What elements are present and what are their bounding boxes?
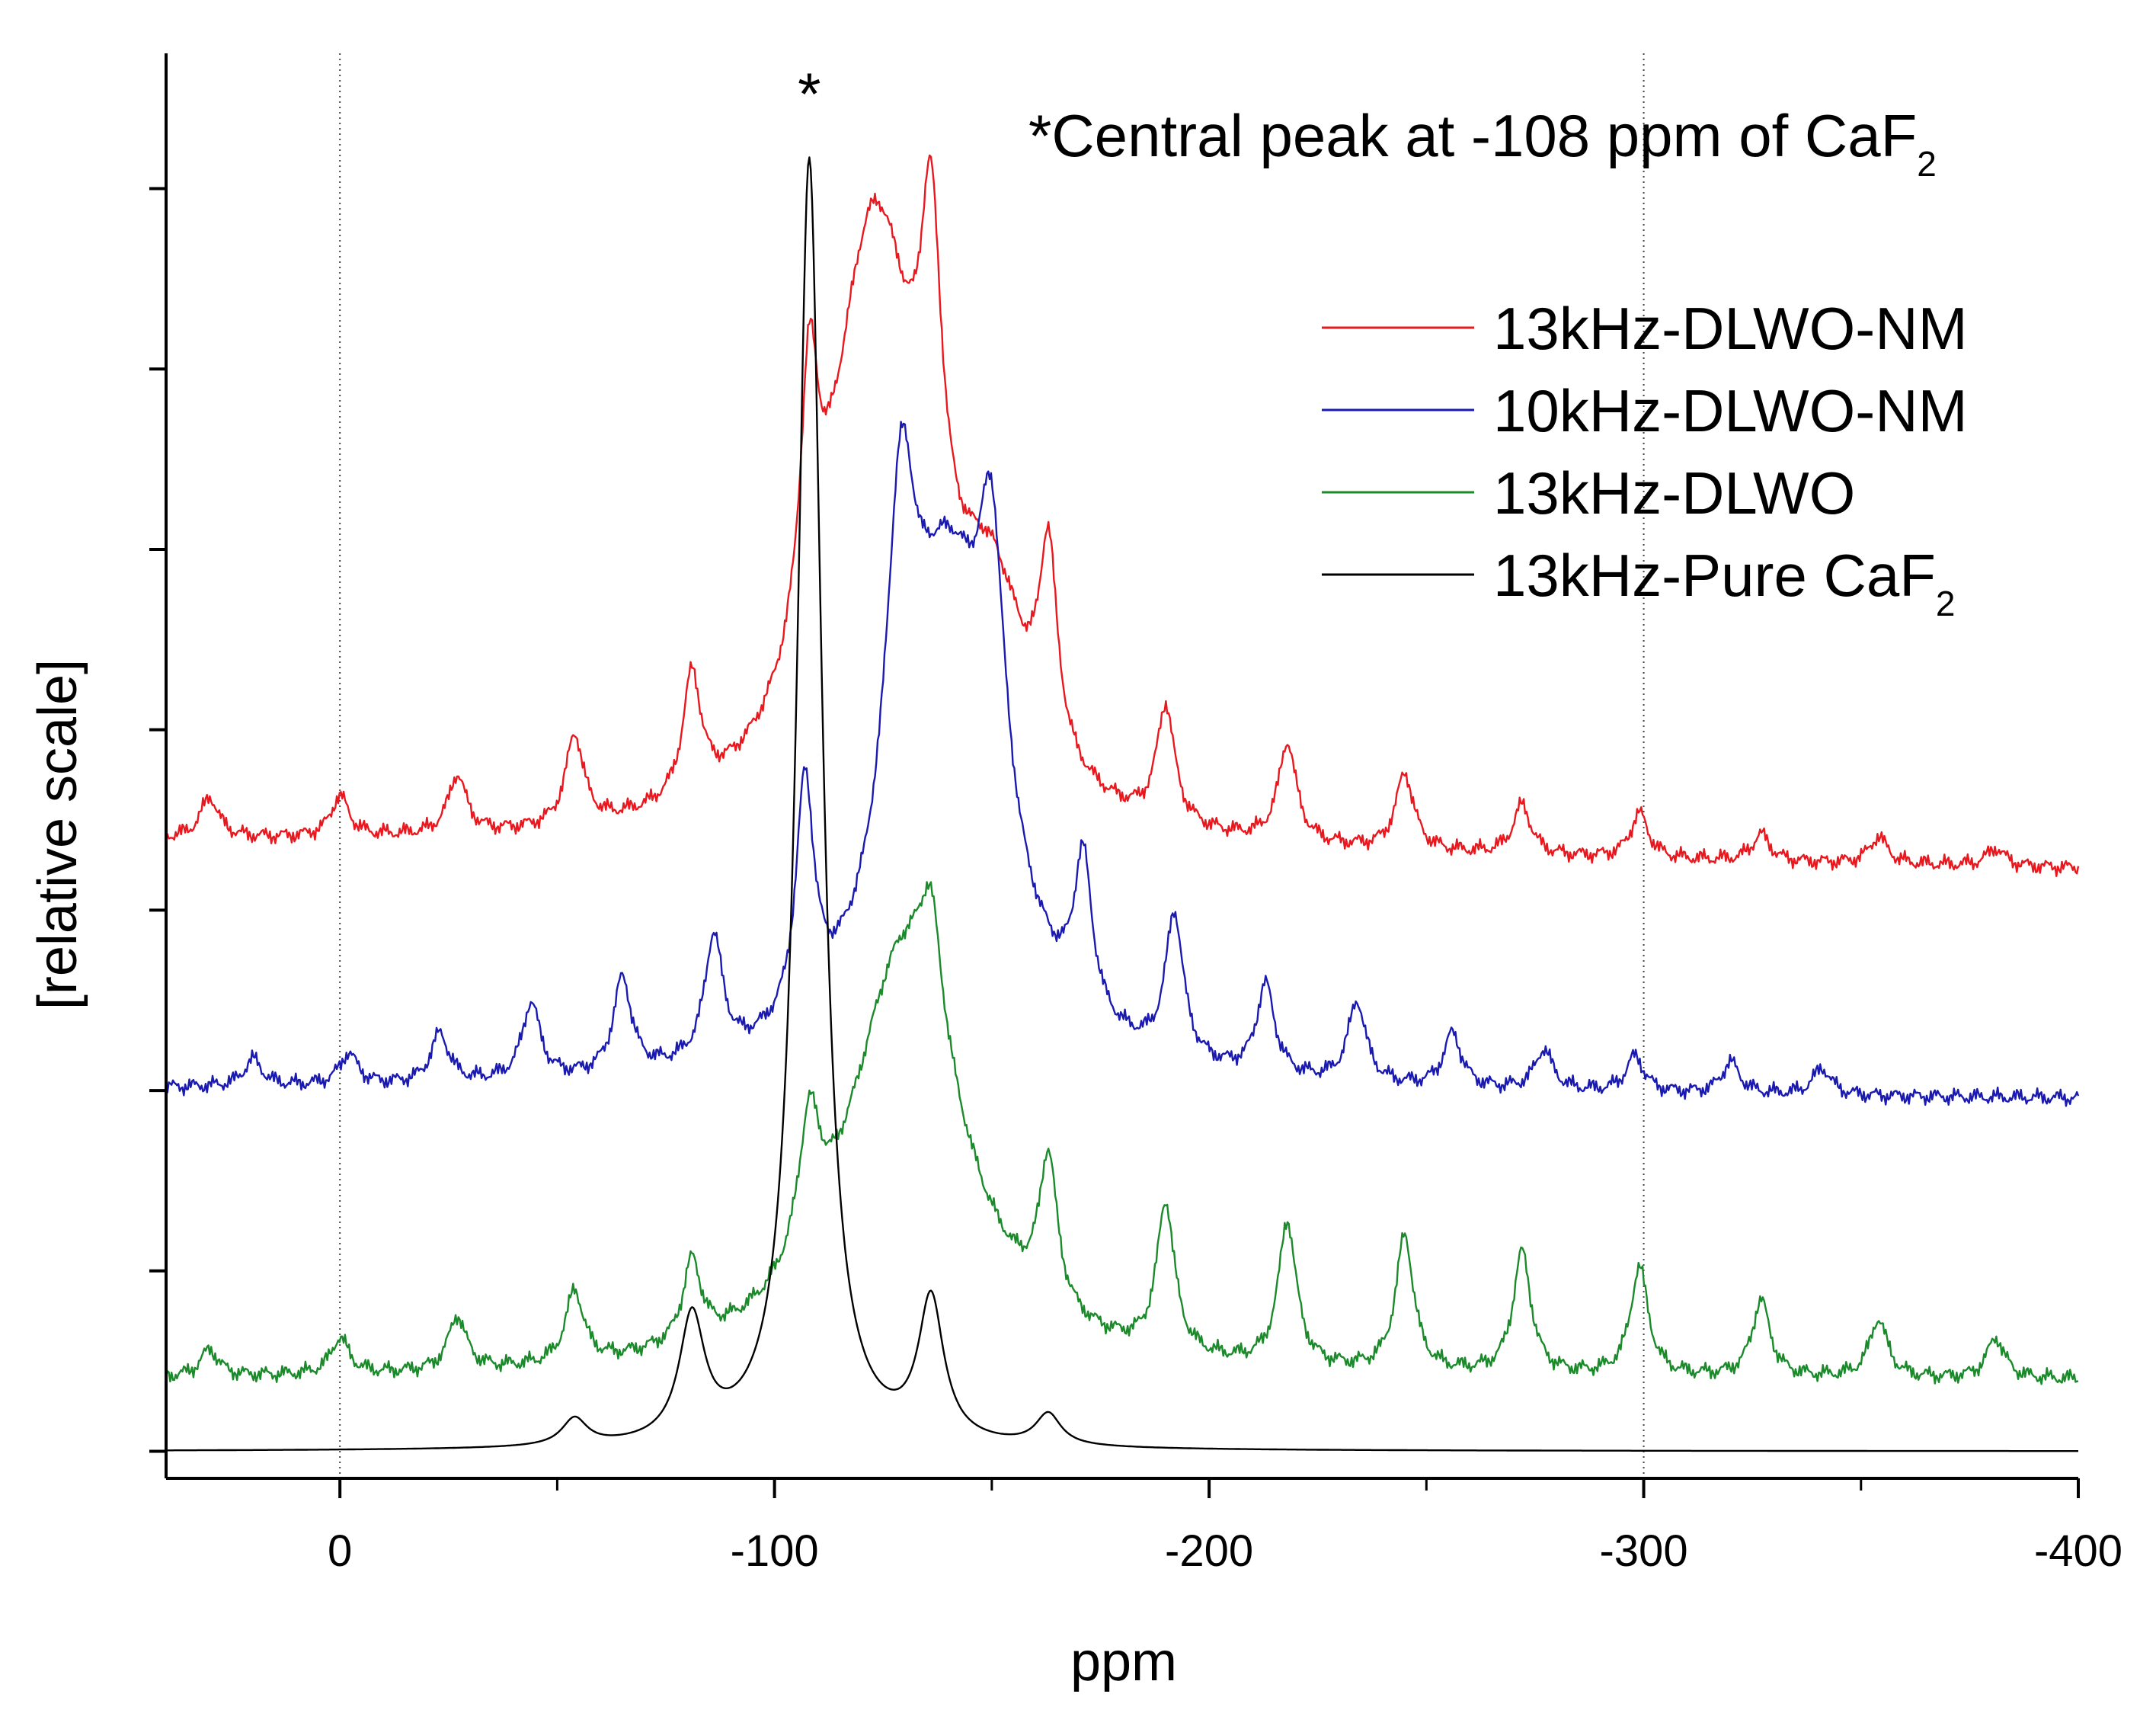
- axes: 0 -100 -200 -300 -400: [149, 53, 2122, 1576]
- x-tick-label: -200: [1165, 1526, 1253, 1576]
- series-line-2: [165, 421, 2080, 1107]
- x-tick-label: -100: [731, 1526, 819, 1576]
- star-marker: *: [798, 60, 820, 127]
- legend-label-2: 10kHz-DLWO-NM: [1493, 377, 1968, 444]
- reference-lines: [339, 53, 1645, 1478]
- legend: 13kHz-DLWO-NM 10kHz-DLWO-NM 13kHz-DLWO 13kH…: [1322, 295, 1968, 623]
- annotation-text: *Central peak at -108 ppm of CaF: [1028, 102, 1917, 169]
- annotation-subscript: 2: [1917, 144, 1937, 184]
- legend-label-1: 13kHz-DLWO-NM: [1493, 295, 1968, 362]
- series-line-1: [165, 154, 2080, 877]
- series-line-4: [166, 156, 2078, 1452]
- x-tick-label: -400: [2034, 1526, 2122, 1576]
- x-axis-title: ppm: [1070, 1632, 1177, 1692]
- legend-label-3: 13kHz-DLWO: [1493, 460, 1855, 527]
- annotation: *Central peak at -108 ppm of CaF2: [1028, 102, 1937, 184]
- x-tick-label: -300: [1599, 1526, 1687, 1576]
- legend-label-4: 13kHz-Pure CaF2: [1493, 542, 1955, 623]
- spectra: [165, 154, 2080, 1452]
- series-line-3: [165, 881, 2079, 1385]
- x-tick-label: 0: [328, 1526, 352, 1576]
- y-axis-title: [relative scale]: [27, 659, 88, 1010]
